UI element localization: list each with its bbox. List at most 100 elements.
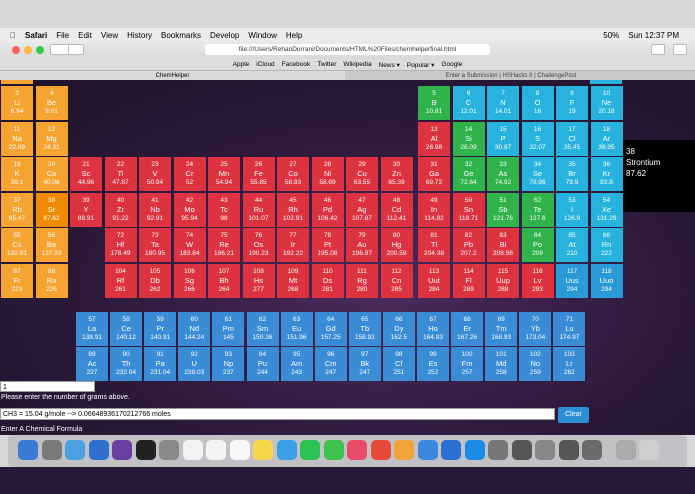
element-cell[interactable]: 54 Xe 131.29 bbox=[590, 193, 623, 227]
tabs-button[interactable] bbox=[673, 44, 687, 55]
element-cell[interactable]: 91 Pa 231.04 bbox=[144, 347, 177, 381]
element-cell[interactable]: 79 Au 196.97 bbox=[346, 228, 378, 262]
clock[interactable]: Sun 12:37 PM bbox=[628, 30, 679, 40]
element-cell[interactable]: 44 Ru 101.07 bbox=[242, 193, 275, 227]
element-cell[interactable]: 48 Cd 112.41 bbox=[380, 193, 413, 227]
element-cell[interactable]: 70 Yb 173.04 bbox=[519, 312, 552, 346]
sidebar-button[interactable] bbox=[68, 44, 84, 55]
element-cell[interactable]: 37 Rb 85.47 bbox=[1, 193, 33, 227]
dock-icon[interactable] bbox=[511, 440, 532, 460]
element-cell[interactable]: 96 Cm 247 bbox=[314, 347, 347, 381]
element-cell[interactable]: 3 Li 6.94 bbox=[1, 86, 33, 120]
app-menu[interactable]: Safari bbox=[19, 30, 47, 40]
element-cell[interactable]: 98 Cf 251 bbox=[382, 347, 415, 381]
element-cell[interactable]: 39 Y 88.91 bbox=[70, 193, 102, 227]
element-cell[interactable]: 104 Rf 261 bbox=[104, 264, 137, 298]
element-cell[interactable]: 17 Cl 35.45 bbox=[556, 122, 588, 156]
element-cell[interactable]: 108 Hs 277 bbox=[242, 264, 275, 298]
element-cell[interactable]: 9 F 19 bbox=[556, 86, 588, 120]
element-cell[interactable]: 52 Te 127.6 bbox=[521, 193, 554, 227]
dock-icon[interactable] bbox=[347, 440, 367, 460]
element-cell[interactable]: 6 C 12.01 bbox=[452, 86, 485, 120]
element-cell[interactable]: 32 Ge 72.64 bbox=[452, 157, 485, 191]
element-cell[interactable]: 89 Ac 227 bbox=[76, 347, 108, 381]
element-cell[interactable]: 57 La 138.91 bbox=[76, 312, 108, 346]
dock-icon[interactable] bbox=[417, 440, 438, 460]
element-cell[interactable]: 63 Eu 151.96 bbox=[280, 312, 313, 346]
element-cell[interactable]: 112 Cn 285 bbox=[380, 264, 413, 298]
element-cell[interactable]: 53 I 126.9 bbox=[556, 193, 588, 227]
element-cell[interactable]: 45 Rh 102.91 bbox=[277, 193, 309, 227]
element-cell[interactable]: 50 Sn 118.71 bbox=[452, 193, 485, 227]
element-cell[interactable]: 16 S 32.07 bbox=[521, 122, 554, 156]
element-cell[interactable]: 28 Ni 58.69 bbox=[311, 157, 344, 191]
element-cell[interactable]: 100 Fm 257 bbox=[451, 347, 484, 381]
element-cell[interactable]: 34 Se 78.96 bbox=[521, 157, 554, 191]
element-cell[interactable]: 40 Zr 91.22 bbox=[104, 193, 137, 227]
menu-item[interactable]: Bookmarks bbox=[155, 30, 201, 40]
element-cell[interactable]: 87 Fr 223 bbox=[1, 264, 33, 298]
element-cell[interactable]: 106 Sg 266 bbox=[173, 264, 206, 298]
element-cell[interactable]: 19 K 39.1 bbox=[1, 157, 33, 191]
element-cell[interactable]: 116 Lv 293 bbox=[521, 264, 554, 298]
element-cell[interactable]: 25 Mn 54.94 bbox=[208, 157, 240, 191]
element-cell[interactable]: 43 Tc 98 bbox=[208, 193, 240, 227]
element-cell[interactable]: 49 In 114.82 bbox=[418, 193, 450, 227]
dock-icon[interactable] bbox=[394, 440, 414, 460]
dock-icon[interactable] bbox=[639, 440, 659, 460]
element-cell[interactable]: 10 Ne 20.18 bbox=[590, 86, 623, 120]
formula-input[interactable]: CH3 = 15.04 g/mole --> 0.066489361702127… bbox=[0, 408, 555, 420]
dock-icon[interactable] bbox=[441, 440, 461, 460]
element-cell[interactable]: 77 Ir 192.22 bbox=[277, 228, 309, 262]
element-cell[interactable]: 59 Pr 140.91 bbox=[144, 312, 177, 346]
close-button[interactable] bbox=[12, 46, 20, 54]
element-cell[interactable]: 29 Cu 63.55 bbox=[346, 157, 378, 191]
dock-icon[interactable] bbox=[276, 440, 297, 460]
element-cell[interactable]: 26 Fe 55.85 bbox=[242, 157, 275, 191]
element-cell[interactable]: 75 Re 186.21 bbox=[208, 228, 240, 262]
menu-item[interactable]: Window bbox=[242, 30, 276, 40]
element-cell[interactable]: 109 Mt 268 bbox=[277, 264, 309, 298]
element-cell[interactable]: 41 Nb 92.91 bbox=[139, 193, 171, 227]
element-cell[interactable]: 86 Rn 222 bbox=[590, 228, 623, 262]
bookmark[interactable]: Google bbox=[441, 61, 463, 68]
dock-icon[interactable] bbox=[558, 440, 579, 460]
menu-item[interactable]: Edit bbox=[72, 30, 92, 40]
dock-icon[interactable] bbox=[535, 440, 555, 460]
bookmark[interactable]: Facebook bbox=[281, 61, 311, 68]
dock-icon[interactable] bbox=[615, 440, 636, 460]
menu-item[interactable]: File bbox=[50, 30, 69, 40]
element-cell[interactable]: 55 Cs 132.91 bbox=[1, 228, 33, 262]
element-cell[interactable]: 83 Bi 208.98 bbox=[487, 228, 519, 262]
element-cell[interactable]: 31 Ga 69.72 bbox=[418, 157, 450, 191]
element-cell[interactable]: 66 Dy 162.5 bbox=[382, 312, 415, 346]
element-cell[interactable]: 117 Uus 294 bbox=[556, 264, 588, 298]
element-cell[interactable]: 82 Pb 207.2 bbox=[452, 228, 485, 262]
element-cell[interactable]: 64 Gd 157.25 bbox=[314, 312, 347, 346]
dock-icon[interactable] bbox=[88, 440, 109, 460]
element-cell[interactable]: 20 Ca 40.08 bbox=[35, 157, 68, 191]
element-cell[interactable]: 56 Ba 137.33 bbox=[35, 228, 68, 262]
bookmark[interactable]: Apple bbox=[232, 61, 250, 68]
tab[interactable]: ChemHelper bbox=[0, 71, 345, 81]
menu-item[interactable]: Develop bbox=[204, 30, 239, 40]
bookmark[interactable]: News ▾ bbox=[378, 61, 400, 69]
element-cell[interactable]: 22 Ti 47.87 bbox=[104, 157, 137, 191]
element-cell[interactable]: 46 Pd 106.42 bbox=[311, 193, 344, 227]
element-cell[interactable]: 81 Tl 204.38 bbox=[418, 228, 450, 262]
element-cell[interactable]: 13 Al 26.98 bbox=[418, 122, 450, 156]
element-cell[interactable]: 65 Tb 158.93 bbox=[348, 312, 381, 346]
element-cell[interactable]: 5 B 10.81 bbox=[418, 86, 450, 120]
dock-icon[interactable] bbox=[41, 440, 62, 460]
element-cell[interactable]: 11 Na 22.99 bbox=[1, 122, 33, 156]
dock-icon[interactable] bbox=[159, 440, 179, 460]
element-cell[interactable]: 101 Md 258 bbox=[485, 347, 518, 381]
element-cell[interactable]: 110 Ds 281 bbox=[311, 264, 344, 298]
zoom-button[interactable] bbox=[36, 46, 44, 54]
element-cell[interactable]: 76 Os 190.23 bbox=[242, 228, 275, 262]
element-cell[interactable]: 23 V 50.94 bbox=[139, 157, 171, 191]
element-cell[interactable]: 74 W 183.84 bbox=[173, 228, 206, 262]
element-cell[interactable]: 84 Po 209 bbox=[521, 228, 554, 262]
minimize-button[interactable] bbox=[24, 46, 32, 54]
element-cell[interactable]: 30 Zn 65.39 bbox=[380, 157, 413, 191]
